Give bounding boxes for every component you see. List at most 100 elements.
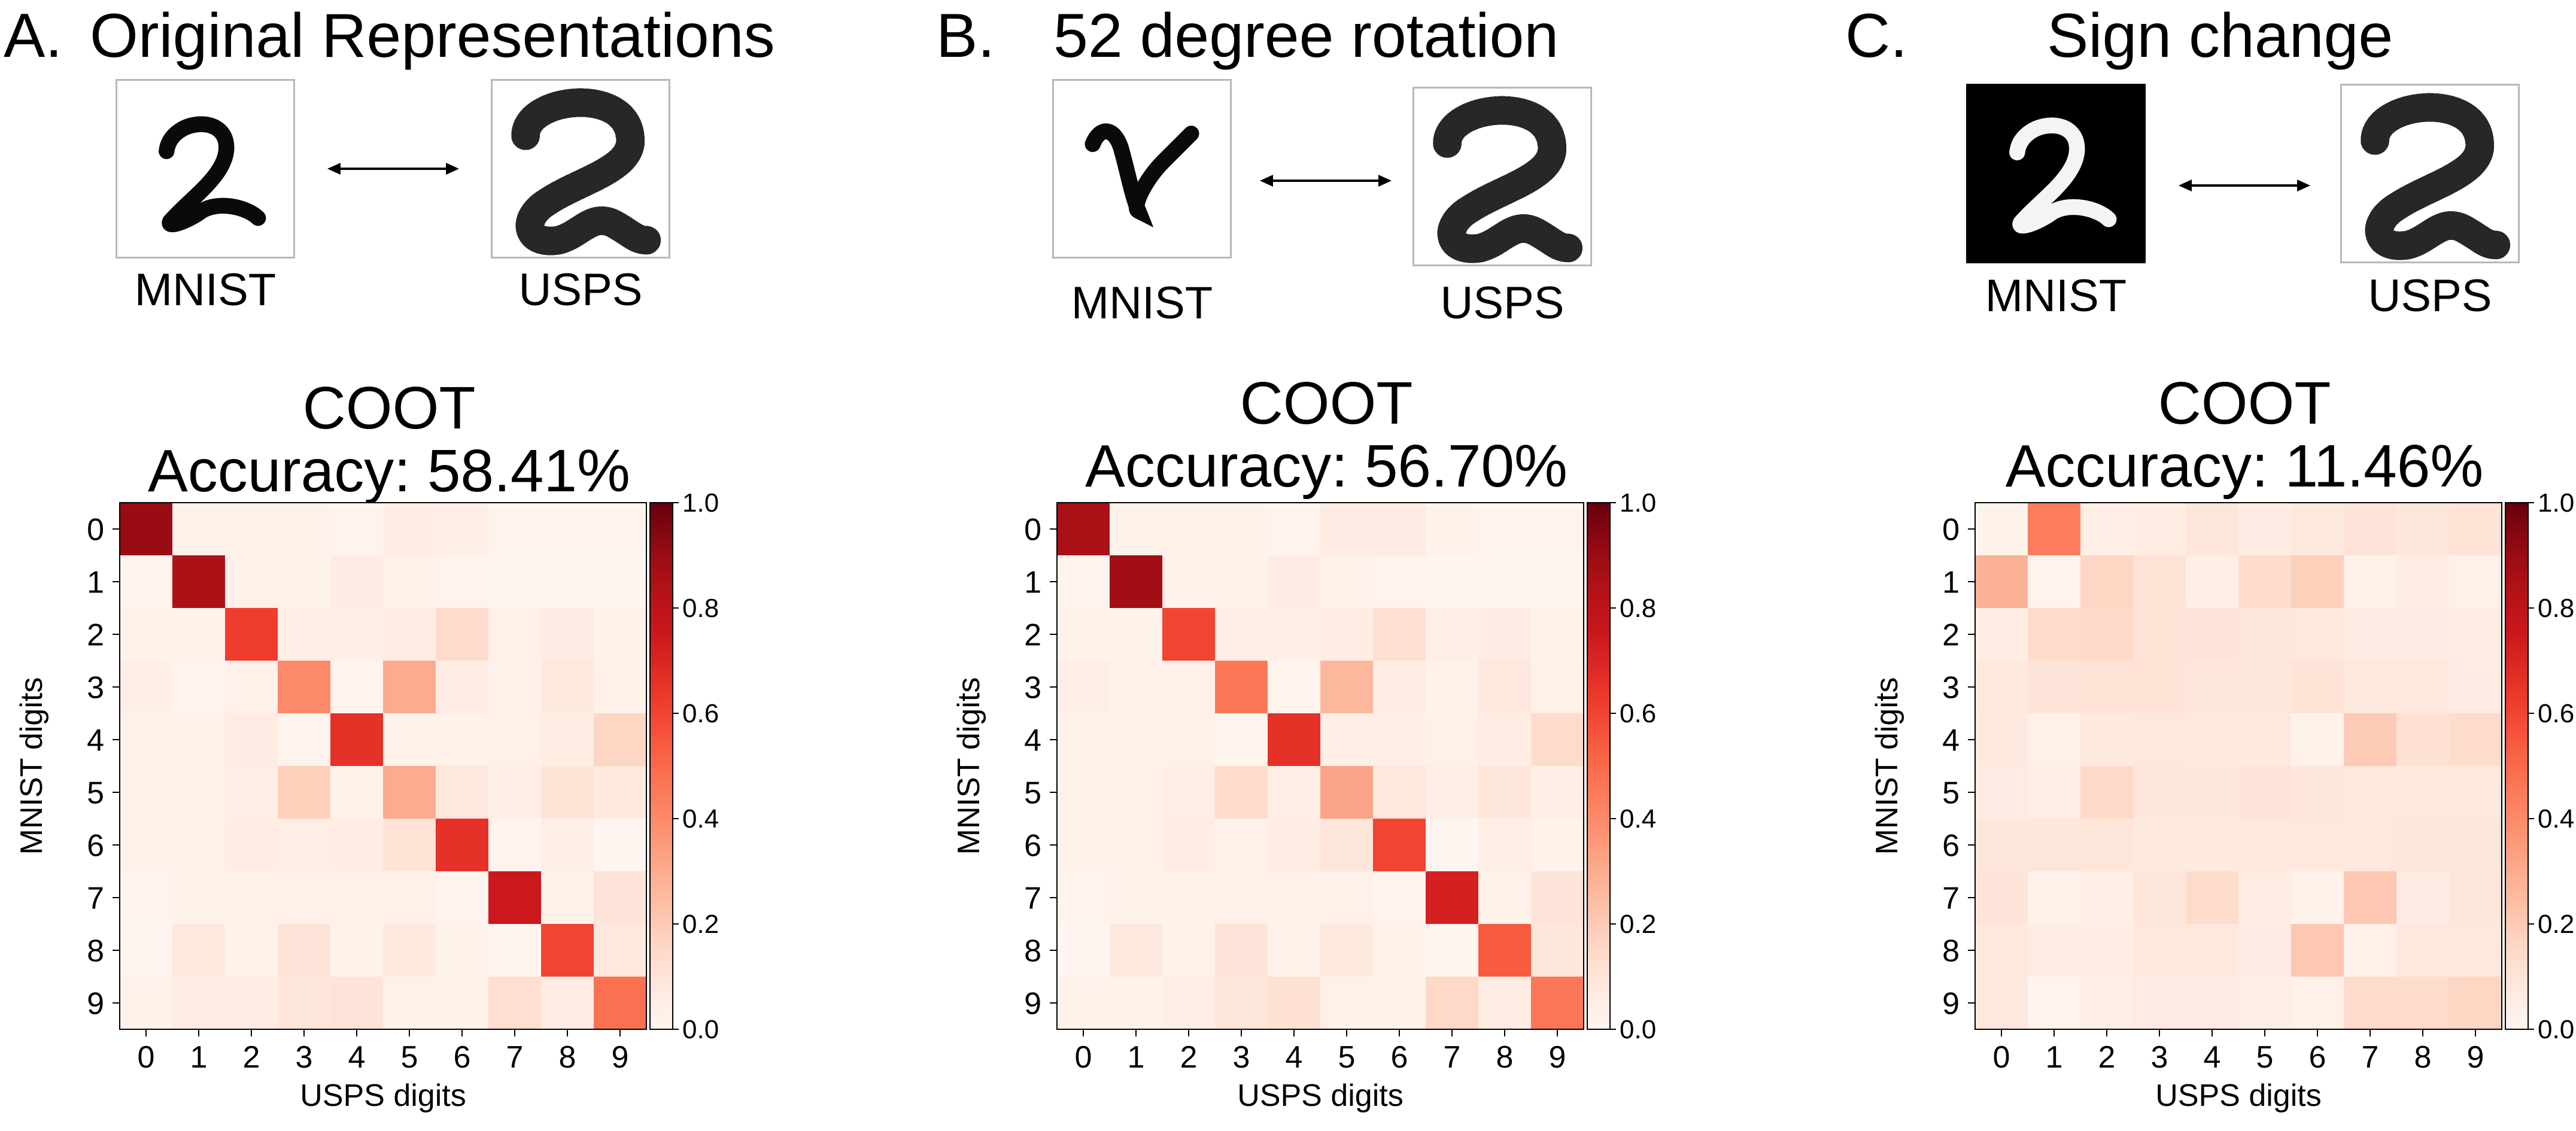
heatmap-cell [225, 977, 278, 1030]
heatmap-cell [1478, 924, 1532, 977]
x-tick-label: 4 [2204, 1040, 2221, 1075]
heatmap-cell [120, 661, 173, 714]
x-tick-label: 7 [2362, 1040, 2379, 1075]
heatmap-cell [594, 977, 647, 1030]
heatmap-cell [1215, 871, 1268, 925]
heatmap-cell [1215, 555, 1268, 609]
heatmap-cell [1162, 713, 1216, 767]
heatmap-cell [1057, 766, 1110, 819]
heatmap-cell [1162, 924, 1216, 977]
heatmap-cell [2238, 819, 2292, 872]
heatmap-cell [436, 713, 489, 767]
panel-heading-text: Original Representations [90, 1, 775, 71]
heatmap-cell [1426, 608, 1479, 661]
heatmap-cell [2186, 819, 2239, 872]
y-tick-label: 5 [1942, 776, 1960, 811]
heatmap-cell [436, 608, 489, 661]
y-axis-label: MNIST digits [14, 677, 49, 855]
heatmap-cell [2449, 977, 2502, 1030]
heatmap-cell [2133, 871, 2186, 925]
x-tick-label: 9 [1549, 1040, 1566, 1075]
y-tick-label: 2 [1024, 618, 1041, 653]
heatmap-cell [383, 503, 436, 556]
y-tick-label: 0 [1024, 513, 1041, 548]
heatmap-cell [541, 555, 594, 609]
heatmap-cell [2449, 555, 2502, 609]
heatmap-cell [120, 977, 173, 1030]
heatmap-cell [1268, 713, 1321, 767]
heatmap-cell [172, 555, 226, 609]
rotated-digit-two-icon [1054, 81, 1230, 257]
x-tick-label: 5 [401, 1040, 418, 1075]
heatmap-cell [1426, 977, 1479, 1030]
heatmap-cell [2238, 503, 2292, 556]
heatmap-cell [2449, 661, 2502, 714]
heatmap-cell [383, 977, 436, 1030]
heatmap-cell [120, 819, 173, 872]
mnist-label: MNIST [134, 264, 277, 315]
heatmap-cell [2028, 871, 2081, 925]
heatmap-cell [2396, 819, 2450, 872]
heatmap-cell [1975, 871, 2028, 925]
heatmap-cell [1215, 661, 1268, 714]
heatmap-cell [2080, 871, 2134, 925]
heatmap-cell [594, 608, 647, 661]
heatmap-cell [1110, 713, 1163, 767]
heatmap-cell [2344, 661, 2397, 714]
y-tick-label: 8 [1942, 934, 1960, 969]
heatmap-cell [2449, 766, 2502, 819]
heatmap-cell [2449, 713, 2502, 767]
usps-digit-image [1412, 87, 1592, 266]
heatmap-cell [1268, 819, 1321, 872]
heatmap-cell [1426, 503, 1479, 556]
y-axis-label: MNIST digits [952, 677, 986, 855]
heatmap-cell [278, 608, 331, 661]
heatmap-cell [2238, 661, 2292, 714]
heatmap-cell [1373, 608, 1426, 661]
x-tick-label: 2 [243, 1040, 260, 1075]
heatmap-cell [1478, 661, 1532, 714]
heatmap-cell [1162, 819, 1216, 872]
heatmap-cell [488, 766, 542, 819]
heatmap-cell [436, 977, 489, 1030]
heatmap-cell [1268, 766, 1321, 819]
heatmap-cell [2291, 977, 2344, 1030]
heatmap-cell [2186, 503, 2239, 556]
x-tick-label: 5 [2256, 1040, 2274, 1075]
heatmap-cell [1110, 661, 1163, 714]
heatmap-cell [330, 608, 384, 661]
double-arrow-icon [2179, 180, 2310, 191]
heatmap-cell [1215, 608, 1268, 661]
mnist-label: MNIST [1071, 278, 1213, 329]
heatmap-cell [2396, 977, 2450, 1030]
inverted-digit-two-icon [1968, 86, 2144, 262]
heatmap-cell [2080, 661, 2134, 714]
heatmap-cell [2186, 924, 2239, 977]
heatmap-cell [383, 871, 436, 925]
x-tick-label: 1 [190, 1040, 208, 1075]
heatmap-cell [594, 713, 647, 767]
y-tick-label: 9 [87, 987, 104, 1021]
heatmap-cell [1531, 661, 1584, 714]
y-tick-label: 7 [1024, 881, 1041, 916]
heatmap-cell [2238, 608, 2292, 661]
x-tick-label: 1 [1128, 1040, 1145, 1075]
heatmap-cell [2133, 924, 2186, 977]
plot-frame [1056, 502, 1584, 1030]
chart-title: COOT [302, 375, 476, 442]
heatmap-cell [2080, 608, 2134, 661]
heatmap-cell [330, 555, 384, 609]
heatmap-cell [2238, 766, 2292, 819]
heatmap-cell [1268, 924, 1321, 977]
x-axis-label: USPS digits [1237, 1078, 1403, 1113]
heatmap-cell [1215, 819, 1268, 872]
heatmap-cell [1110, 819, 1163, 872]
heatmap-cell [2396, 555, 2450, 609]
heatmap-cell [2449, 503, 2502, 556]
heatmap-cell [1320, 555, 1374, 609]
heatmap-cell [172, 871, 226, 925]
heatmap-cell [594, 766, 647, 819]
x-tick-label: 3 [1233, 1040, 1250, 1075]
heatmap-cell [2344, 713, 2397, 767]
heatmap-cell [278, 661, 331, 714]
